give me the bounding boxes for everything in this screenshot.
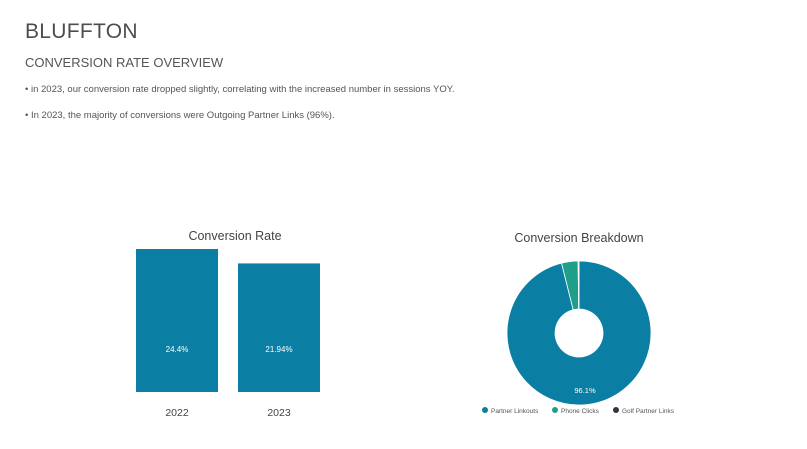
insight-bullet: in 2023, our conversion rate dropped sli… <box>25 83 455 97</box>
legend-label: Phone Clicks <box>561 408 600 415</box>
bar-2023[interactable] <box>238 263 320 392</box>
legend-label: Partner Linkouts <box>491 408 539 415</box>
donut-slice-2[interactable] <box>577 260 580 310</box>
legend-swatch <box>552 407 558 413</box>
bar-2022[interactable] <box>136 249 218 392</box>
insights-list: in 2023, our conversion rate dropped sli… <box>25 83 455 135</box>
conversion-breakdown-chart: Conversion Breakdown 96.1% Partner Linkout… <box>482 231 675 415</box>
legend-label: Golf Partner Links <box>622 408 675 415</box>
bar-value-label: 24.4% <box>166 345 189 354</box>
donut-slice-0[interactable] <box>506 260 652 406</box>
insight-bullet: In 2023, the majority of conversions wer… <box>25 109 454 123</box>
x-tick-label: 2022 <box>165 407 189 419</box>
page-subtitle: CONVERSION RATE OVERVIEW <box>25 55 224 70</box>
page-title: BLUFFTON <box>25 20 138 43</box>
x-tick-label: 2023 <box>267 407 291 419</box>
bar-chart-title: Conversion Rate <box>188 229 281 243</box>
conversion-rate-chart: Conversion Rate 24.4% 2022 21.94% 2023 <box>136 229 320 419</box>
donut-chart-title: Conversion Breakdown <box>514 231 643 245</box>
legend-swatch <box>613 407 619 413</box>
legend-swatch <box>482 407 488 413</box>
bar-value-label: 21.94% <box>265 345 292 354</box>
donut-value-label: 96.1% <box>574 386 596 395</box>
